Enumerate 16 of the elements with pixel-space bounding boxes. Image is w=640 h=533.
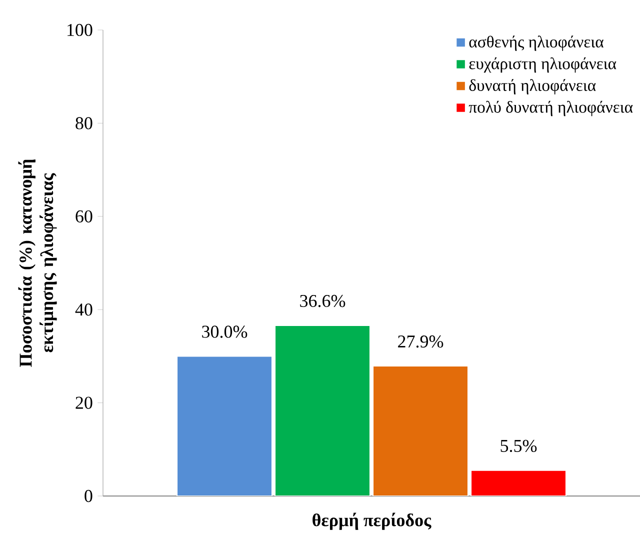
x-tick-label: θερμή περίοδος xyxy=(312,512,432,530)
y-tick-label: 80 xyxy=(76,117,92,130)
legend-label: ευχάριστη ηλιοφάνεια xyxy=(469,57,616,73)
legend-label: δυνατή ηλιοφάνεια xyxy=(469,79,596,94)
y-tick-label: 40 xyxy=(75,304,92,316)
legend-label: ασθενής ηλιοφάνεια xyxy=(469,36,604,51)
y-tick-label: 60 xyxy=(76,210,92,222)
y-tick-label: 0 xyxy=(84,490,92,502)
y-tick-label: 100 xyxy=(68,24,92,36)
y-tick-label: 20 xyxy=(76,396,92,409)
legend-label: πολύ δυνατή ηλιοφάνεια xyxy=(468,100,633,116)
data-label: 27.9% xyxy=(398,335,444,348)
y-axis-title: Ποσοστιαία (%) κατανομή εκτίμησης ηλιοφάνειας xyxy=(18,160,57,367)
data-label: 30.0% xyxy=(202,326,248,338)
data-label: 5.5% xyxy=(500,440,537,452)
data-label: 36.6% xyxy=(300,294,346,308)
